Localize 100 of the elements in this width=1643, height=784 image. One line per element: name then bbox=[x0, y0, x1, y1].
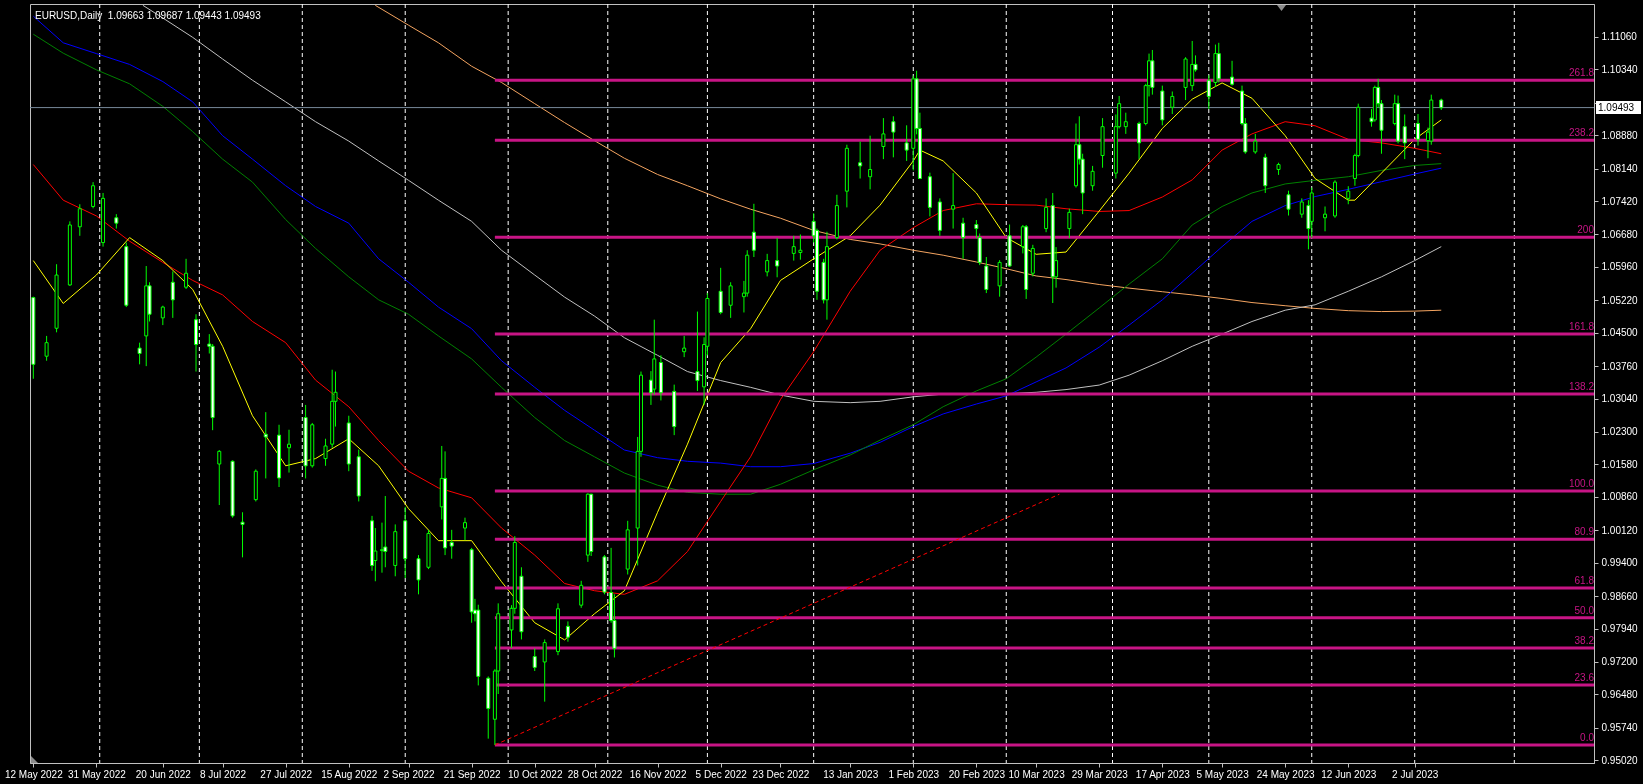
candlestick bbox=[1253, 133, 1258, 155]
candlestick bbox=[682, 335, 687, 358]
series-label: 80.9 bbox=[1574, 526, 1595, 538]
y-tick-label: 1.05960 bbox=[1601, 261, 1639, 273]
x-tick-label: 12 Jun 2023 bbox=[1321, 768, 1377, 780]
line-series bbox=[32, 121, 1442, 595]
candlestick bbox=[961, 217, 966, 260]
x-tick-label: 5 May 2023 bbox=[1196, 768, 1250, 780]
y-tick-label: 1.02300 bbox=[1601, 426, 1639, 438]
candlestick bbox=[1299, 197, 1304, 219]
candlestick bbox=[868, 135, 873, 190]
candlestick bbox=[984, 256, 989, 294]
candlestick bbox=[170, 270, 175, 319]
x-tick-label: 23 Dec 2022 bbox=[752, 768, 810, 780]
candlestick bbox=[44, 335, 49, 362]
candlestick bbox=[1123, 112, 1128, 135]
x-tick-label: 20 Feb 2023 bbox=[948, 768, 1006, 780]
series-label: 200 bbox=[1577, 224, 1595, 236]
x-tick-label: 2 Sep 2022 bbox=[383, 768, 436, 780]
candlestick bbox=[449, 529, 454, 560]
y-tick-label: 1.10340 bbox=[1601, 63, 1639, 75]
y-tick-label: 1.04500 bbox=[1601, 327, 1639, 339]
candlestick bbox=[904, 124, 909, 162]
candlestick bbox=[1402, 113, 1407, 160]
candlestick bbox=[891, 115, 896, 158]
x-tick-label: 31 May 2022 bbox=[68, 768, 127, 780]
y-tick-label: 1.08880 bbox=[1601, 129, 1639, 141]
candlestick bbox=[997, 259, 1002, 298]
x-tick-label: 16 Nov 2022 bbox=[629, 768, 687, 780]
candlestick bbox=[858, 141, 863, 180]
x-tick-label: 8 Jul 2022 bbox=[200, 768, 247, 780]
candlestick bbox=[1286, 190, 1291, 217]
line-series bbox=[374, 4, 1442, 313]
series-label: 38.2 bbox=[1574, 635, 1595, 646]
candlestick bbox=[1170, 90, 1175, 115]
candlestick bbox=[1090, 165, 1095, 192]
y-tick-label: 1.11060 bbox=[1601, 31, 1638, 43]
candlestick bbox=[1067, 208, 1072, 239]
x-tick-label: 27 Jul 2022 bbox=[260, 768, 313, 780]
ref-line-label: 1.09493 bbox=[1598, 101, 1635, 113]
candlestick bbox=[263, 411, 268, 479]
line-series bbox=[32, 82, 1442, 641]
candlestick bbox=[91, 181, 96, 209]
candlestick bbox=[765, 253, 770, 277]
candlestick bbox=[1346, 185, 1351, 205]
text: EURUSD,Daily 1.09663 1.09687 1.09443 1.09493 bbox=[35, 9, 262, 21]
x-tick-label: 20 Jun 2022 bbox=[135, 768, 192, 780]
candlestick bbox=[565, 620, 570, 643]
series-label: 261.8 bbox=[1568, 67, 1595, 79]
y-tick-label: 0.95740 bbox=[1601, 722, 1639, 734]
candlestick bbox=[542, 638, 547, 703]
series-label: 161.8 bbox=[1568, 321, 1595, 333]
y-tick-label: 0.95020 bbox=[1601, 754, 1639, 766]
y-tick-label: 0.99400 bbox=[1601, 557, 1639, 569]
y-tick-label: 0.98660 bbox=[1601, 590, 1639, 602]
x-tick-label: 5 Dec 2022 bbox=[695, 768, 748, 780]
candlestick bbox=[751, 203, 756, 258]
y-tick-label: 0.97940 bbox=[1601, 623, 1639, 635]
candlestick bbox=[718, 267, 723, 315]
y-tick-label: 1.00860 bbox=[1601, 491, 1639, 503]
candlestick bbox=[1044, 197, 1049, 233]
candlestick bbox=[240, 511, 245, 558]
series-label: 138.2 bbox=[1568, 381, 1595, 393]
series-label: 0.0 bbox=[1580, 731, 1595, 743]
series-label: 238.2 bbox=[1568, 127, 1595, 139]
series-label: 61.8 bbox=[1574, 575, 1595, 587]
x-tick-label: 10 Mar 2023 bbox=[1008, 768, 1066, 780]
candlestick bbox=[287, 429, 292, 474]
candlestick bbox=[1137, 121, 1142, 160]
y-tick-label: 1.05220 bbox=[1601, 294, 1639, 306]
x-tick-label: 15 Aug 2022 bbox=[321, 768, 378, 780]
candlestick bbox=[798, 233, 803, 261]
x-tick-label: 21 Sep 2022 bbox=[443, 768, 501, 780]
candlestick bbox=[695, 311, 700, 392]
x-tick-label: 29 Mar 2023 bbox=[1071, 768, 1129, 780]
series-label: 50.0 bbox=[1574, 604, 1595, 616]
candlestick bbox=[951, 172, 956, 230]
candlestick bbox=[217, 449, 222, 506]
candlestick bbox=[775, 237, 780, 278]
x-tick-label: 13 Jan 2023 bbox=[823, 768, 879, 780]
x-tick-label: 17 Apr 2023 bbox=[1135, 768, 1191, 780]
candlestick bbox=[137, 342, 142, 365]
x-tick-label: 2 Jul 2023 bbox=[1392, 768, 1439, 780]
y-tick-label: 1.06680 bbox=[1601, 228, 1639, 240]
y-tick-label: 0.97200 bbox=[1601, 656, 1639, 668]
y-tick-label: 0.96480 bbox=[1601, 688, 1639, 700]
series-label: 23.6 bbox=[1574, 671, 1595, 683]
series-label: 100.0 bbox=[1568, 478, 1595, 490]
candlestick bbox=[1323, 205, 1328, 232]
y-tick-label: 1.00120 bbox=[1601, 524, 1639, 536]
candlestick bbox=[881, 117, 886, 160]
y-tick-label: 1.03040 bbox=[1601, 393, 1639, 405]
candlestick bbox=[184, 258, 189, 290]
candlestick bbox=[463, 517, 467, 541]
x-tick-label: 24 May 2023 bbox=[1256, 768, 1316, 780]
y-tick-label: 1.03760 bbox=[1601, 360, 1639, 372]
candlestick bbox=[416, 554, 421, 595]
candlestick bbox=[77, 203, 82, 237]
x-tick-label: 1 Feb 2023 bbox=[888, 768, 940, 780]
x-tick-label: 10 Oct 2022 bbox=[507, 768, 563, 780]
